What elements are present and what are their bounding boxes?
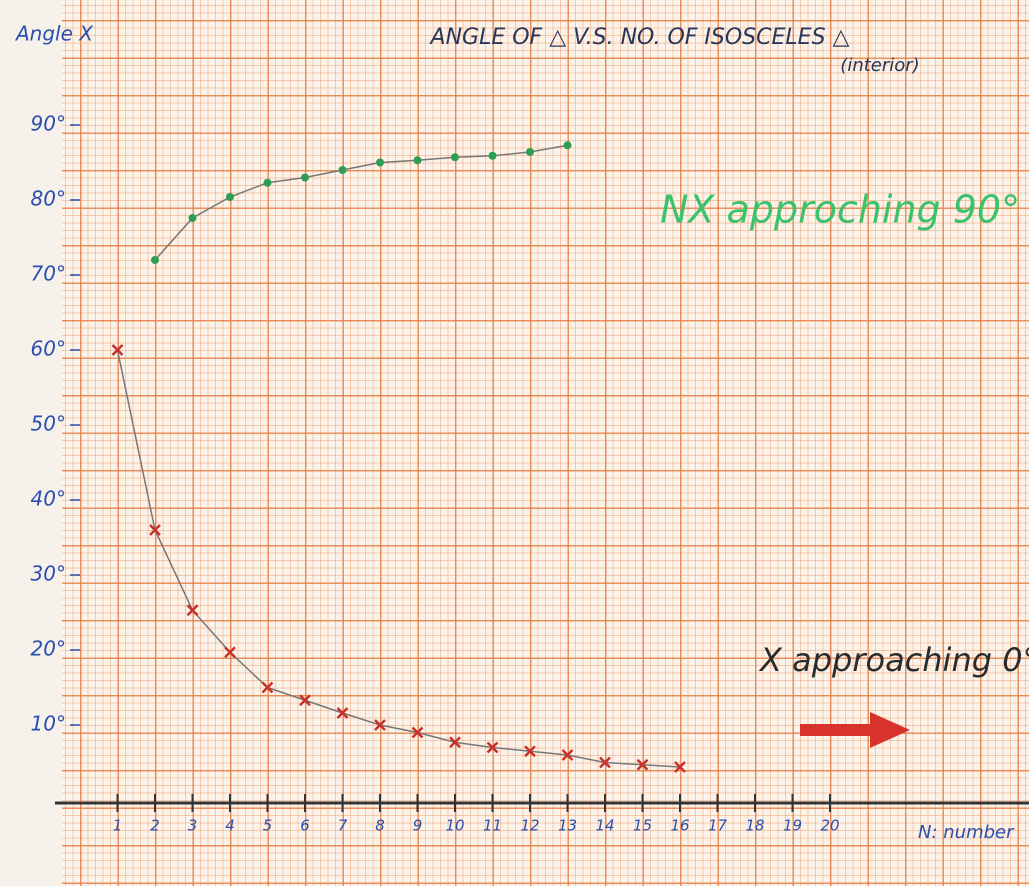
x-tick-label: 15 (633, 817, 652, 835)
x-tick-label: 8 (375, 817, 385, 835)
arrow (800, 712, 910, 748)
x-tick-label: 5 (263, 817, 273, 835)
chart-subtitle: (interior) (840, 55, 919, 76)
y-tick-label: 90° (31, 112, 66, 136)
x-tick-label: 3 (188, 817, 198, 835)
y-tick-label: 50° (31, 412, 66, 436)
point (489, 152, 497, 160)
x-tick-label: 16 (670, 817, 689, 835)
x-tick-label: 7 (338, 817, 348, 835)
point (376, 159, 384, 167)
x-tick-label: 12 (520, 817, 539, 835)
trend-line (155, 145, 568, 260)
x-tick-label: 18 (745, 817, 764, 835)
point (263, 683, 273, 693)
point (226, 193, 234, 201)
x-tick-label: 9 (413, 817, 423, 835)
trend-line (118, 350, 681, 767)
point (451, 153, 459, 161)
point (300, 695, 310, 705)
page: ANGLE OF △ V.S. NO. OF ISOSCELES △ (inte… (0, 0, 1029, 886)
point (189, 214, 197, 222)
point (225, 647, 235, 657)
x-tick-label: 4 (225, 817, 235, 835)
chart-title: ANGLE OF △ V.S. NO. OF ISOSCELES △ (429, 25, 850, 50)
x-tick-label: 6 (300, 817, 310, 835)
point (151, 256, 159, 264)
point (564, 141, 572, 149)
y-tick-label: 20° (31, 637, 66, 661)
annotation: NX approching 90° (660, 188, 1020, 232)
x-tick-label: 14 (595, 817, 614, 835)
y-tick-label: 30° (31, 562, 66, 586)
point (264, 179, 272, 187)
y-tick-label: 10° (31, 712, 66, 736)
point (301, 174, 309, 182)
x-tick-label: 1 (113, 817, 123, 835)
x-tick-label: 20 (820, 817, 839, 835)
x-tick-label: 10 (445, 817, 464, 835)
y-tick-label: 60° (31, 337, 66, 361)
x-axis-label: N: number (918, 822, 1015, 843)
x-tick-label: 2 (150, 817, 160, 835)
x-tick-label: 17 (708, 817, 728, 835)
point (338, 708, 348, 718)
y-tick-label: 70° (31, 262, 66, 286)
x-tick-label: 11 (483, 817, 502, 835)
annotation: X approaching 0° (758, 641, 1029, 679)
x-tick-label: 19 (783, 817, 802, 835)
point (526, 148, 534, 156)
y-tick-label: 80° (31, 187, 66, 211)
point (339, 166, 347, 174)
x-tick-label: 13 (558, 817, 577, 835)
point (414, 156, 422, 164)
chart: ANGLE OF △ V.S. NO. OF ISOSCELES △ (inte… (0, 0, 1029, 886)
y-axis-label: Angle X (14, 22, 94, 46)
y-tick-label: 40° (31, 487, 66, 511)
point (188, 605, 198, 615)
